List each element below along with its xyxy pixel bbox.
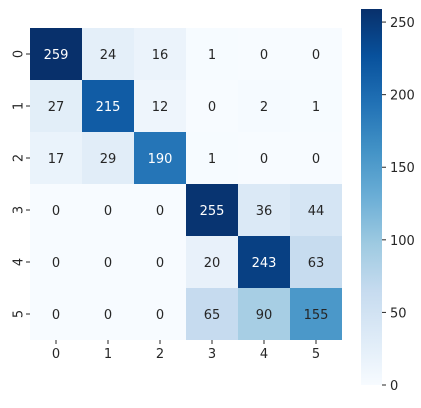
heatmap-cell-r1-c1 [82, 80, 134, 132]
heatmap-cell-r3-c2 [134, 184, 186, 236]
cell-value-label: 2 [260, 100, 268, 115]
heatmap-cell-r0-c4 [238, 28, 290, 80]
heatmap-cell-r1-c2 [134, 80, 186, 132]
x-tick-label: 0 [52, 347, 60, 362]
cell-value-label: 190 [148, 152, 173, 167]
cell-value-label: 0 [208, 100, 216, 115]
heatmap-cell-r4-c4 [238, 236, 290, 288]
cell-value-label: 0 [156, 308, 164, 323]
cell-value-label: 0 [156, 256, 164, 271]
heatmap-cells: 259 24 16 1 0 0 27 215 12 0 2 1 17 29 190 1 0 0 0 0 0 255 36 44… [30, 28, 342, 340]
heatmap-cell-r3-c5 [290, 184, 342, 236]
cell-value-label: 65 [204, 308, 221, 323]
x-tick-label: 2 [156, 347, 164, 362]
heatmap-cell-r1-c0 [30, 80, 82, 132]
colorbar-tick-label: 150 [390, 161, 415, 176]
cell-value-label: 0 [260, 48, 268, 63]
cell-value-label: 255 [200, 204, 225, 219]
cell-value-label: 0 [52, 308, 60, 323]
cell-value-label: 90 [256, 308, 273, 323]
heatmap-cell-r3-c0 [30, 184, 82, 236]
cell-value-label: 44 [308, 204, 325, 219]
heatmap-cell-r5-c4 [238, 288, 290, 340]
cell-value-label: 12 [152, 100, 169, 115]
y-tick-label: 3 [12, 206, 27, 214]
cell-value-label: 0 [52, 204, 60, 219]
colorbar: 0 50 100 150 200 250 [361, 9, 415, 394]
y-tick-label: 0 [12, 50, 27, 58]
cell-value-label: 1 [312, 100, 320, 115]
cell-value-label: 63 [308, 256, 325, 271]
cell-value-label: 259 [44, 48, 69, 63]
cell-value-label: 1 [208, 48, 216, 63]
cell-value-label: 0 [312, 48, 320, 63]
heatmap-cell-r0-c1 [82, 28, 134, 80]
x-axis: 0 1 2 3 4 5 [52, 340, 320, 362]
heatmap-cell-r5-c1 [82, 288, 134, 340]
x-tick-label: 5 [312, 347, 320, 362]
cell-value-label: 215 [96, 100, 121, 115]
cell-value-label: 27 [48, 100, 65, 115]
heatmap-cell-r5-c5 [290, 288, 342, 340]
y-tick-label: 1 [12, 102, 27, 110]
cell-value-label: 0 [312, 152, 320, 167]
colorbar-ticks: 0 50 100 150 200 250 [382, 16, 415, 394]
heatmap-cell-r2-c5 [290, 132, 342, 184]
heatmap-cell-r1-c5 [290, 80, 342, 132]
cell-value-label: 0 [260, 152, 268, 167]
heatmap-cell-r0-c5 [290, 28, 342, 80]
heatmap-cell-r2-c0 [30, 132, 82, 184]
heatmap-cell-r3-c1 [82, 184, 134, 236]
cell-value-label: 17 [48, 152, 65, 167]
heatmap-cell-r0-c2 [134, 28, 186, 80]
heatmap-cell-r4-c2 [134, 236, 186, 288]
cell-value-label: 0 [156, 204, 164, 219]
y-tick-label: 5 [12, 310, 27, 318]
cell-value-label: 0 [104, 308, 112, 323]
heatmap-cell-r4-c3 [186, 236, 238, 288]
heatmap-cell-r2-c2 [134, 132, 186, 184]
cell-value-label: 20 [204, 256, 221, 271]
heatmap-cell-r3-c4 [238, 184, 290, 236]
heatmap-cell-r4-c1 [82, 236, 134, 288]
y-tick-label: 2 [12, 154, 27, 162]
heatmap-cell-r5-c0 [30, 288, 82, 340]
colorbar-gradient [361, 9, 382, 385]
cell-value-label: 36 [256, 204, 273, 219]
cell-value-label: 24 [100, 48, 117, 63]
cell-value-label: 0 [52, 256, 60, 271]
heatmap-cell-r1-c3 [186, 80, 238, 132]
cell-value-label: 0 [104, 256, 112, 271]
heatmap-cell-r1-c4 [238, 80, 290, 132]
x-tick-label: 1 [104, 347, 112, 362]
cell-value-label: 29 [100, 152, 117, 167]
heatmap-cell-r4-c0 [30, 236, 82, 288]
heatmap-cell-r4-c5 [290, 236, 342, 288]
colorbar-tick-label: 250 [390, 16, 415, 31]
y-axis: 0 1 2 3 4 5 [12, 50, 30, 318]
heatmap-cell-r2-c1 [82, 132, 134, 184]
cell-value-label: 155 [304, 308, 329, 323]
heatmap-cell-r0-c0 [30, 28, 82, 80]
heatmap-cell-r5-c2 [134, 288, 186, 340]
cell-value-label: 0 [104, 204, 112, 219]
colorbar-tick-label: 0 [390, 379, 398, 394]
colorbar-tick-label: 200 [390, 89, 415, 104]
colorbar-tick-label: 100 [390, 234, 415, 249]
cell-value-label: 1 [208, 152, 216, 167]
heatmap-cell-r3-c3 [186, 184, 238, 236]
cell-value-label: 243 [252, 256, 277, 271]
heatmap-cell-r2-c3 [186, 132, 238, 184]
y-tick-label: 4 [12, 258, 27, 266]
colorbar-tick-label: 50 [390, 306, 407, 321]
heatmap-cell-r5-c3 [186, 288, 238, 340]
heatmap-cell-r2-c4 [238, 132, 290, 184]
x-tick-label: 3 [208, 347, 216, 362]
x-tick-label: 4 [260, 347, 268, 362]
heatmap-cell-r0-c3 [186, 28, 238, 80]
cell-value-label: 16 [152, 48, 169, 63]
